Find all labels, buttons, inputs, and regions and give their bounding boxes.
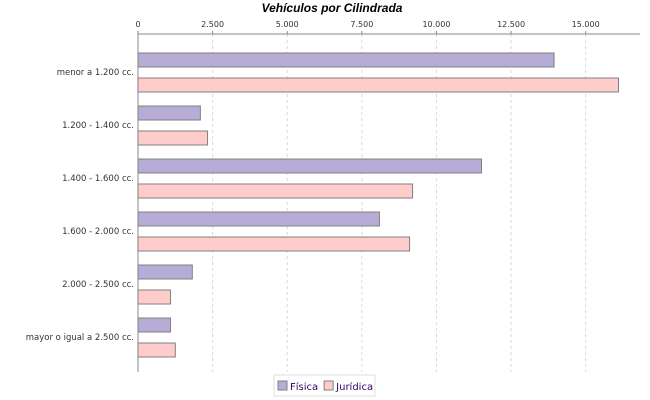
bar-juridica [137,289,172,305]
tick-label: 5.000 [276,20,299,29]
category-label: 1.200 - 1.400 cc. [62,121,134,131]
bar-fisica [137,105,201,121]
tick-label: 7.500 [350,20,373,29]
bar-juridica [137,130,209,146]
tick-label: 15.000 [572,20,600,29]
category-label: 2.000 - 2.500 cc. [62,280,134,290]
legend: Física Jurídica [273,374,376,397]
bar-juridica [137,236,411,252]
legend-swatch [277,380,288,391]
category-label: menor a 1.200 cc. [57,68,134,78]
bar-juridica [137,342,176,358]
category-label: 1.400 - 1.600 cc. [62,174,134,184]
legend-label: Física [290,381,318,393]
bar-fisica [137,264,193,280]
legend-swatch [323,380,334,391]
tick-label: 2.500 [201,20,224,29]
bar-fisica [137,52,555,68]
bar-juridica [137,183,414,199]
bar-fisica [137,317,172,333]
category-label: 1.600 - 2.000 cc. [62,227,134,237]
legend-label: Jurídica [335,381,373,393]
tick-label: 0 [135,20,140,29]
tick-label: 12.500 [497,20,525,29]
tick-label: 10.000 [422,20,450,29]
chart-title: Vehículos por Cilindrada [262,1,403,15]
bar-fisica [137,158,483,174]
category-label: mayor o igual a 2.500 cc. [26,333,134,343]
bar-fisica [137,211,380,227]
bar-juridica [137,77,620,93]
